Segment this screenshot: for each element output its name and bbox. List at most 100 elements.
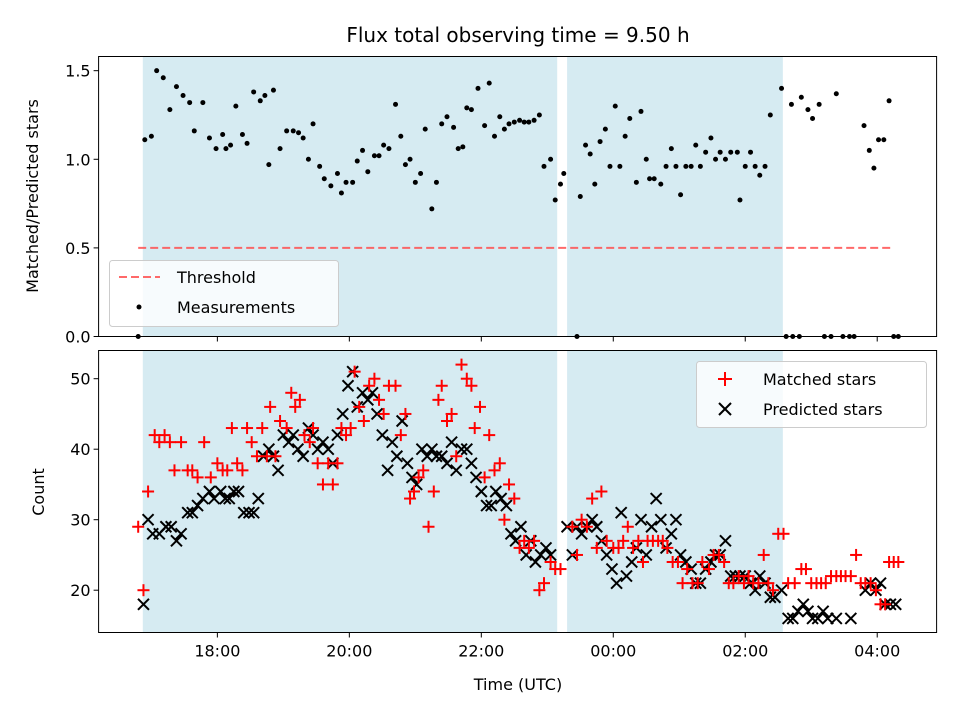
matched-star-point <box>404 492 417 505</box>
predicted-star-point <box>425 442 439 456</box>
matched-star-point <box>869 584 882 597</box>
matched-star-point <box>691 577 704 590</box>
matched-star-point <box>590 541 603 554</box>
matched-star-point <box>508 492 521 505</box>
measurement-point <box>643 156 649 162</box>
matched-star-point <box>264 400 277 413</box>
measurement-point <box>154 68 160 74</box>
matched-star-point <box>580 520 593 533</box>
matched-star-point <box>357 415 370 427</box>
matched-star-point <box>478 471 491 484</box>
matched-star-point <box>595 485 608 498</box>
predicted-star-point <box>322 442 335 456</box>
matched-star-point <box>191 471 204 484</box>
predicted-star-point <box>262 442 276 456</box>
measurement-point <box>816 101 822 107</box>
top-plot-area <box>135 68 901 339</box>
predicted-star-point <box>764 591 777 604</box>
measurement-point <box>798 94 804 100</box>
measurement-point <box>492 133 498 139</box>
measurement-point <box>713 156 719 162</box>
matched-star-point <box>142 485 155 498</box>
predicted-star-point <box>435 450 448 463</box>
predicted-star-point <box>797 598 810 611</box>
matched-star-point <box>348 365 361 378</box>
predicted-star-point <box>237 506 250 519</box>
predicted-star-point <box>181 506 194 519</box>
predicted-star-point <box>504 527 518 541</box>
measurement-point <box>475 85 481 91</box>
predicted-star-point <box>544 548 557 562</box>
matched-star-point <box>636 556 649 568</box>
measurement-point <box>673 163 679 169</box>
measurement-point <box>521 119 527 125</box>
measurement-point <box>173 84 179 90</box>
measurement-point <box>693 142 699 148</box>
measurement-point <box>658 181 664 187</box>
matched-star-point <box>503 478 516 491</box>
measurement-point <box>191 128 197 134</box>
predicted-star-point <box>480 499 493 512</box>
measurement-point <box>717 149 723 155</box>
matched-star-point <box>225 422 238 435</box>
matched-star-point <box>537 577 550 590</box>
predicted-star-point <box>296 450 310 463</box>
bottom-y-tick-label: 40 <box>70 440 90 459</box>
measurement-point <box>737 197 743 203</box>
matched-star-point <box>742 570 755 583</box>
matched-star-point <box>575 513 588 526</box>
matched-star-point <box>656 534 669 547</box>
x-tick-label: 20:00 <box>326 642 372 661</box>
measurement-point <box>757 172 763 178</box>
measurement-point <box>647 176 653 182</box>
measurement-point <box>805 107 811 113</box>
matched-star-point <box>186 464 199 477</box>
measurement-point <box>617 163 623 169</box>
measurement-point <box>788 101 794 107</box>
measurement-point <box>266 162 272 168</box>
measurement-point <box>270 87 276 93</box>
predicted-star-point <box>475 485 488 498</box>
measurement-point <box>866 147 872 153</box>
matched-star-point <box>289 400 302 413</box>
matched-star-point <box>256 422 269 435</box>
predicted-star-point <box>806 612 819 625</box>
matched-star-point <box>488 464 501 477</box>
measurement-point <box>187 100 193 106</box>
matched-star-point <box>175 436 188 449</box>
predicted-star-point <box>786 612 799 625</box>
measurement-point <box>206 135 212 141</box>
matched-star-point <box>377 407 390 420</box>
predicted-star-point <box>191 499 204 512</box>
predicted-star-point <box>174 527 188 541</box>
matched-star-point <box>702 563 715 576</box>
matched-star-point <box>163 436 176 449</box>
predicted-star-point <box>232 485 245 498</box>
measurement-point <box>767 112 773 118</box>
predicted-star-point <box>724 569 737 583</box>
measurement-point <box>881 137 887 143</box>
top-y-tick-label: 0.0 <box>65 328 90 347</box>
matched-star-point <box>600 534 613 547</box>
predicted-star-point <box>811 612 825 625</box>
predicted-star-point <box>534 548 547 562</box>
matched-star-point <box>353 400 366 413</box>
measurement-point <box>381 142 387 148</box>
predicted-star-point <box>529 555 542 569</box>
predicted-star-point <box>227 485 241 498</box>
matched-star-point <box>712 548 725 561</box>
matched-star-point <box>777 527 790 540</box>
matched-star-point <box>137 584 150 597</box>
bottom-y-axis-label: Count <box>29 468 48 516</box>
matched-star-point <box>153 436 166 449</box>
measurement-point <box>412 179 418 185</box>
measurement-point <box>142 137 148 143</box>
measurement-point <box>561 170 567 176</box>
measurement-point <box>683 163 689 169</box>
matched-star-point <box>168 464 181 477</box>
measurement-point <box>451 124 457 130</box>
matched-star-point <box>285 386 298 399</box>
predicted-star-point <box>775 583 788 597</box>
measurement-point <box>607 163 613 169</box>
